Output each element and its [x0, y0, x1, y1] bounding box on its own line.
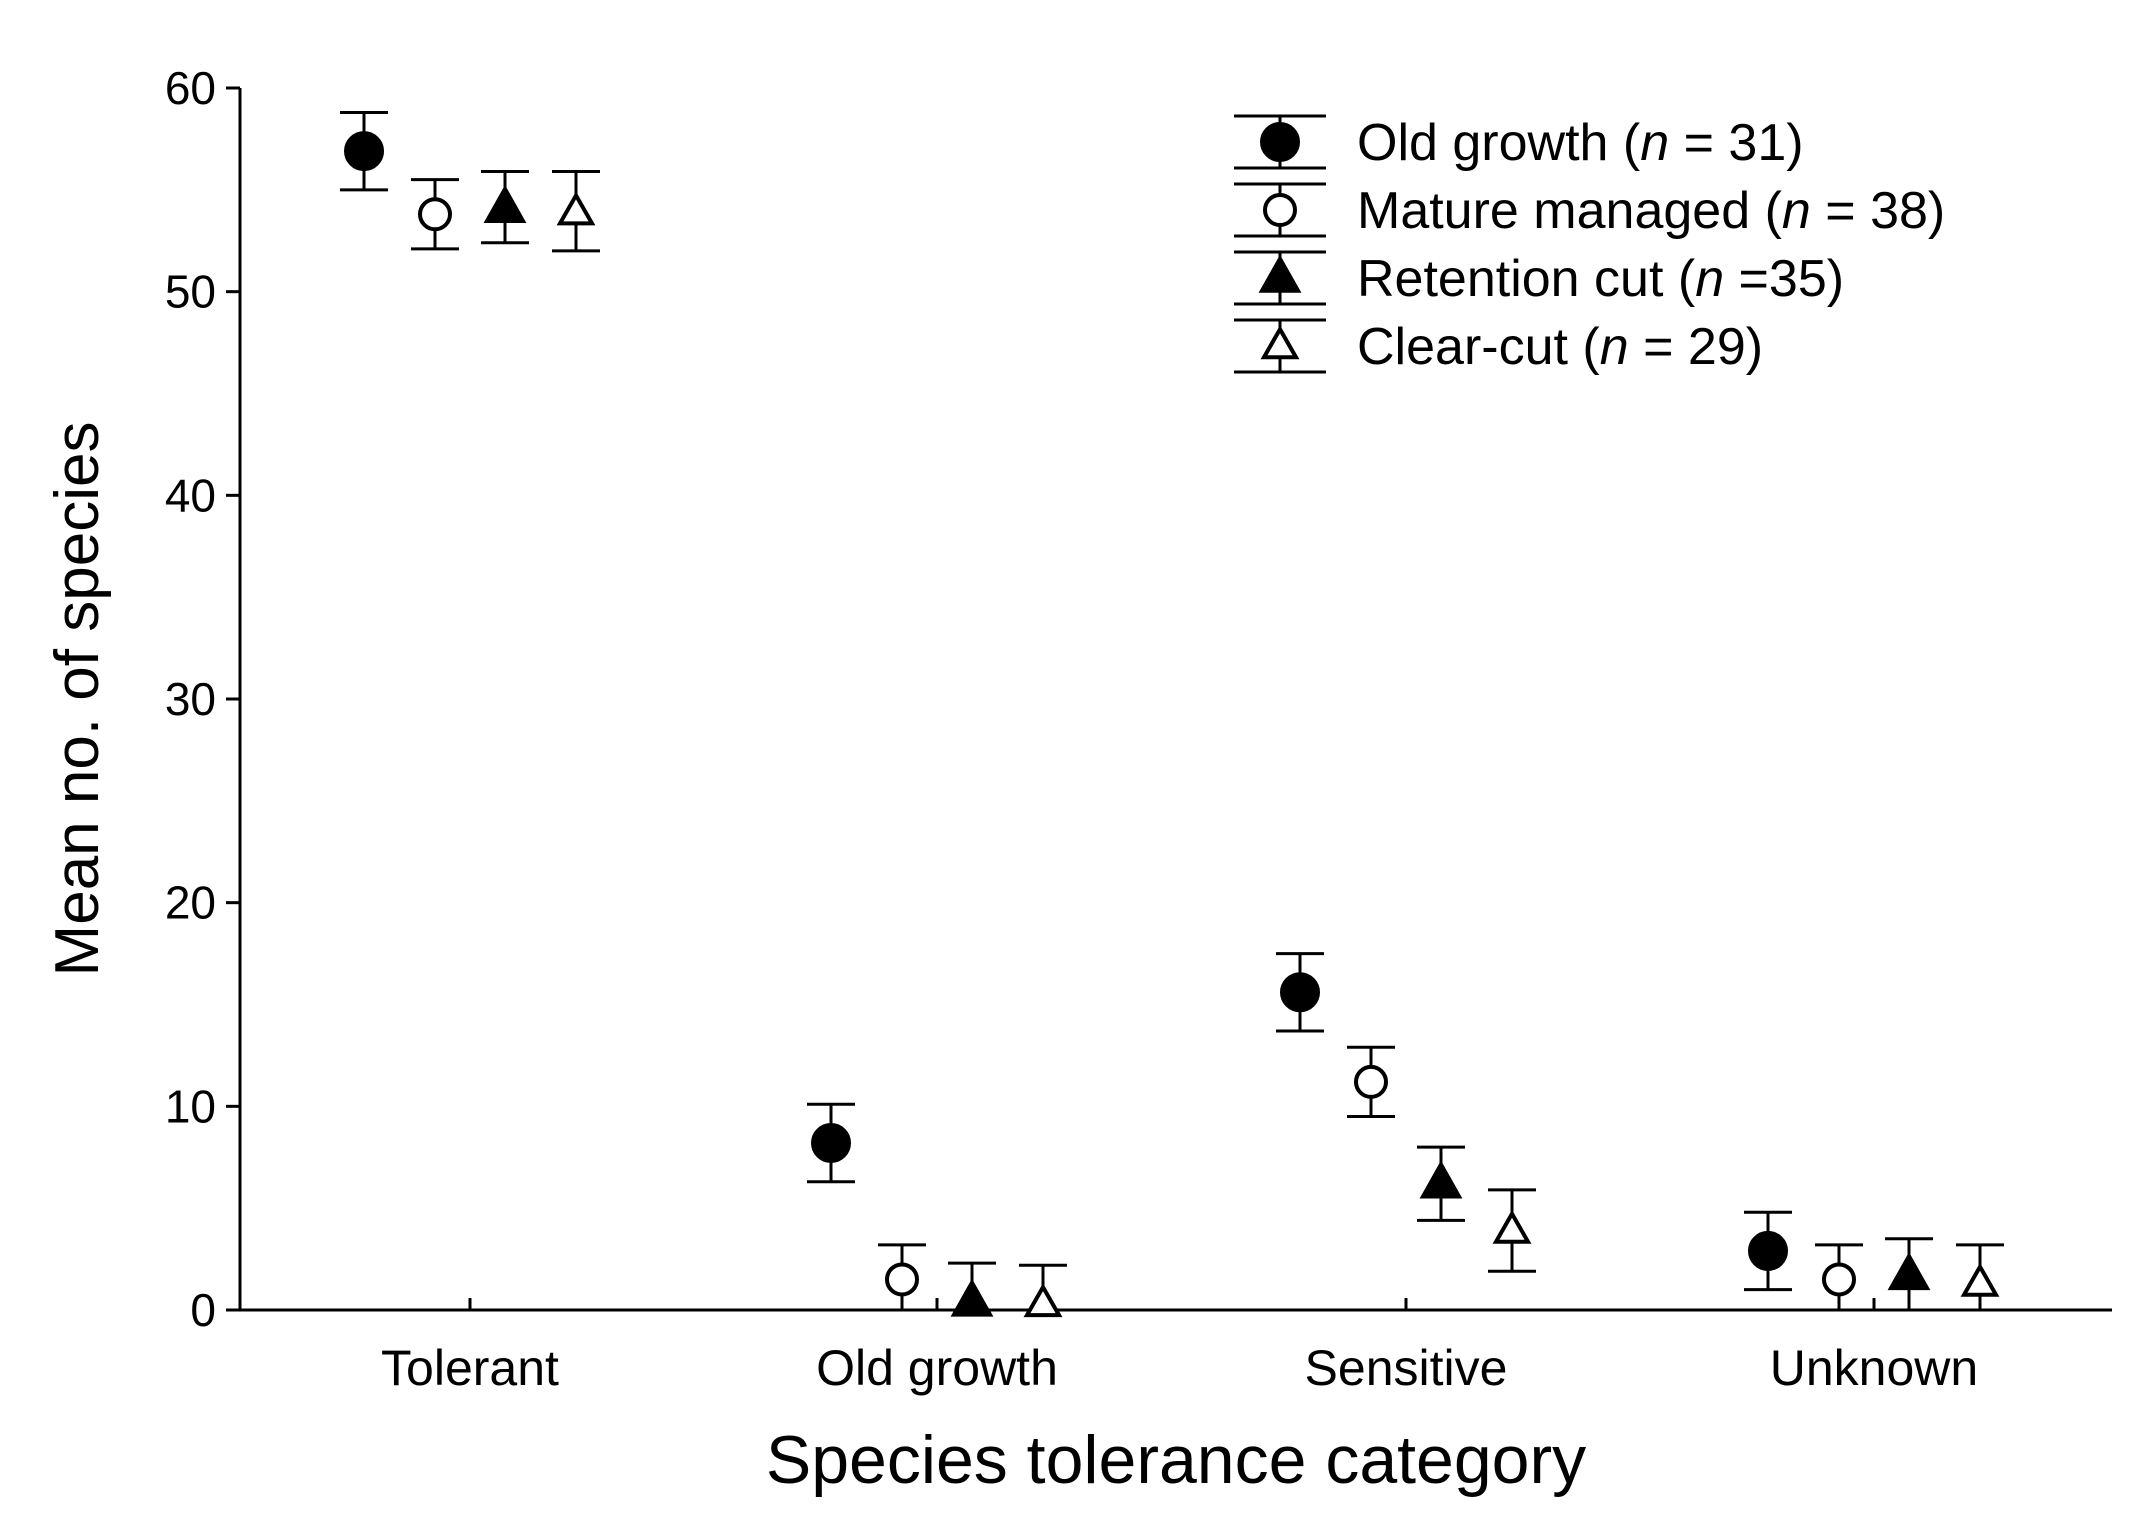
- data-point: [1280, 972, 1320, 1013]
- legend-item-old-growth: Old growth (n = 31): [1234, 114, 1804, 172]
- data-point: [1748, 1230, 1788, 1271]
- data-point: [344, 131, 384, 172]
- data-point: [556, 191, 596, 226]
- legend-paren: (: [1568, 318, 1600, 376]
- data-point: [950, 1278, 994, 1317]
- legend-marker: [1263, 193, 1297, 227]
- legend-item-retention-cut: Retention cut (n =35): [1234, 250, 1844, 308]
- ticks: 0 10 20 30 40 50 60 Tolerant Old growth Sensitive…: [165, 62, 1978, 1396]
- y-tick-label: 30: [165, 673, 216, 725]
- legend-paren: (: [1750, 182, 1782, 240]
- x-tick-label-tolerant: Tolerant: [381, 1340, 559, 1396]
- legend-marker: [1258, 254, 1302, 293]
- series-mature-managed: [411, 178, 1863, 1312]
- data-point: [1492, 1209, 1532, 1244]
- legend-n-value: =35): [1724, 250, 1844, 308]
- legend-label: Retention cut (n =35): [1357, 250, 1844, 308]
- y-tick-label: 40: [165, 469, 216, 521]
- legend-label: Old growth (n = 31): [1357, 114, 1804, 172]
- data-point: [1354, 1064, 1388, 1099]
- legend-item-clear-cut: Clear-cut (n = 29): [1234, 318, 1763, 376]
- data-point: [811, 1122, 851, 1163]
- legend-item-mature-managed: Mature managed (n = 38): [1234, 182, 1945, 240]
- data-marks: [340, 110, 2004, 1318]
- x-tick-label-old-growth: Old growth: [816, 1340, 1058, 1396]
- legend-series-name: Mature managed: [1357, 182, 1750, 240]
- legend-n-value: = 31): [1669, 114, 1803, 172]
- x-tick-label-sensitive: Sensitive: [1305, 1340, 1508, 1396]
- data-point: [1419, 1160, 1463, 1199]
- y-tick-label: 20: [165, 877, 216, 929]
- series-old-growth: [340, 110, 1792, 1292]
- legend-n-symbol: n: [1782, 182, 1811, 240]
- y-tick-label: 0: [190, 1284, 216, 1336]
- y-tick-label: 50: [165, 266, 216, 318]
- data-point: [1887, 1252, 1931, 1291]
- series-clear-cut: [552, 170, 2004, 1318]
- data-point: [1023, 1283, 1063, 1318]
- legend-series-name: Retention cut: [1357, 250, 1664, 308]
- legend-marker: [1260, 325, 1300, 360]
- x-tick-label-unknown: Unknown: [1770, 1340, 1978, 1396]
- legend-marker: [1260, 122, 1300, 162]
- y-tick-label: 60: [165, 62, 216, 114]
- x-axis-title: Species tolerance category: [766, 1422, 1586, 1498]
- legend-series-name: Old growth: [1357, 114, 1608, 172]
- legend-paren: (: [1608, 114, 1640, 172]
- legend-n-symbol: n: [1640, 114, 1669, 172]
- y-tick-label: 10: [165, 1080, 216, 1132]
- legend: Old growth (n = 31)Mature managed (n = 3…: [1234, 114, 1945, 376]
- data-point: [1960, 1262, 2000, 1297]
- legend-series-name: Clear-cut: [1357, 318, 1568, 376]
- legend-label: Clear-cut (n = 29): [1357, 318, 1763, 376]
- y-axis-title: Mean no. of species: [43, 422, 112, 977]
- data-point: [885, 1262, 919, 1297]
- data-point: [483, 184, 527, 223]
- legend-paren: (: [1663, 250, 1695, 308]
- legend-n-value: = 29): [1629, 318, 1763, 376]
- legend-label: Mature managed (n = 38): [1357, 182, 1945, 240]
- data-point: [1822, 1262, 1856, 1297]
- data-point: [418, 197, 452, 232]
- legend-n-symbol: n: [1600, 318, 1629, 376]
- series-retention-cut: [481, 170, 1933, 1317]
- legend-n-symbol: n: [1695, 250, 1724, 308]
- legend-n-value: = 38): [1811, 182, 1945, 240]
